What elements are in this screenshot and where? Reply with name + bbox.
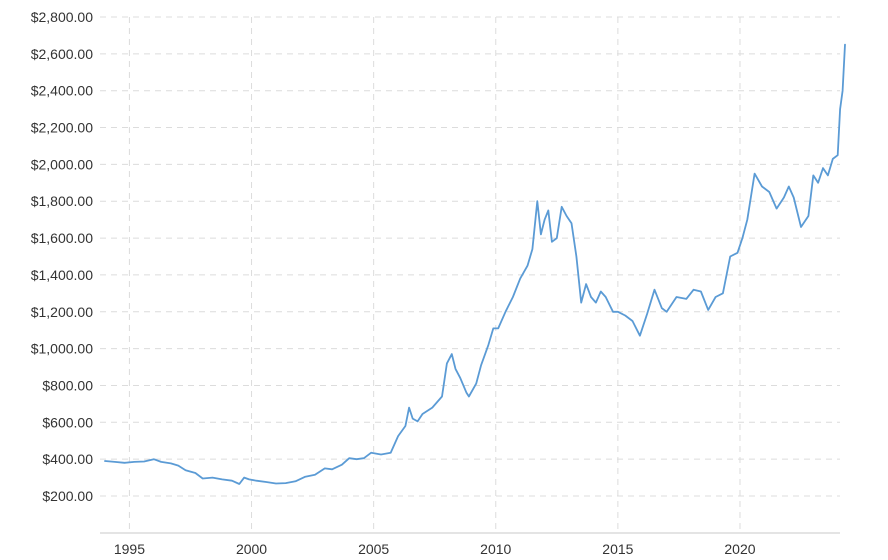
y-tick-label: $1,800.00 xyxy=(31,193,93,209)
x-tick-label: 2000 xyxy=(236,541,267,557)
y-gridlines xyxy=(100,16,840,497)
price-series-line xyxy=(104,43,846,485)
x-tick-label: 2010 xyxy=(480,541,511,557)
y-tick-label: $1,000.00 xyxy=(31,341,93,357)
y-tick-label: $600.00 xyxy=(42,414,93,430)
y-tick-label: $2,400.00 xyxy=(31,83,93,99)
y-tick-label: $800.00 xyxy=(42,377,93,393)
series-group xyxy=(104,43,846,485)
y-tick-label: $1,400.00 xyxy=(31,267,93,283)
y-tick-label: $1,600.00 xyxy=(31,230,93,246)
y-tick-label: $2,600.00 xyxy=(31,46,93,62)
x-tick-label: 2020 xyxy=(724,541,755,557)
y-tick-label: $2,000.00 xyxy=(31,156,93,172)
y-tick-label: $1,200.00 xyxy=(31,304,93,320)
y-tick-label: $2,200.00 xyxy=(31,120,93,136)
x-tick-label: 2005 xyxy=(358,541,389,557)
y-tick-label: $400.00 xyxy=(42,451,93,467)
x-axis-tick-labels: 1995 2000 2005 2010 2015 2020 xyxy=(114,541,756,557)
y-tick-label: $2,800.00 xyxy=(31,9,93,25)
x-gridlines xyxy=(128,17,741,533)
y-tick-label: $200.00 xyxy=(42,488,93,504)
x-tick-label: 1995 xyxy=(114,541,145,557)
y-axis-tick-labels: $200.00 $400.00 $600.00 $800.00 $1,000.00 $1,… xyxy=(31,9,94,504)
x-tick-label: 2015 xyxy=(602,541,633,557)
